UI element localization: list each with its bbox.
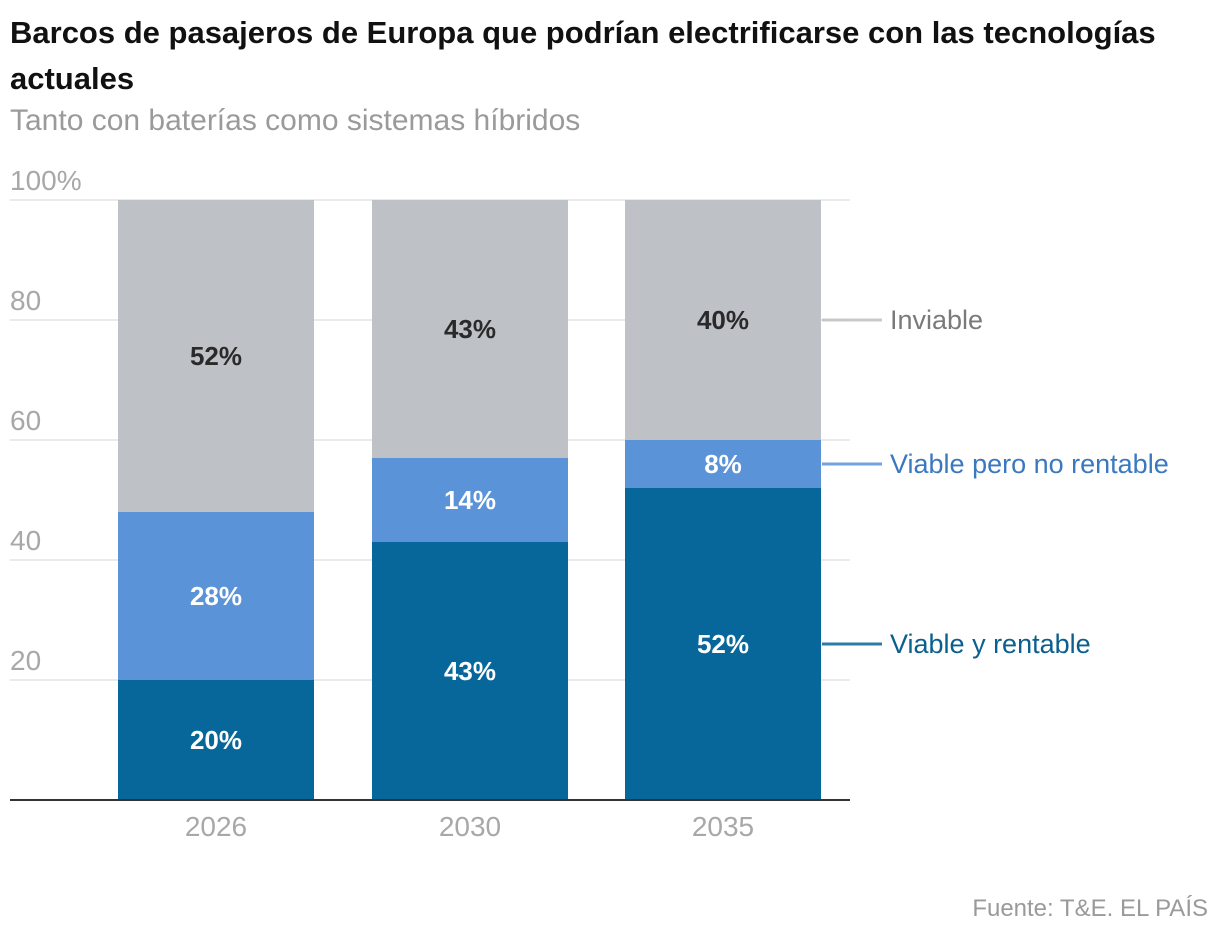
bar-segment xyxy=(625,488,821,800)
bar-segment xyxy=(118,680,314,800)
data-label: 8% xyxy=(704,449,742,479)
legend-label: Inviable xyxy=(890,305,983,335)
x-tick-label: 2026 xyxy=(185,811,247,842)
chart-subtitle: Tanto con baterías como sistemas híbrido… xyxy=(10,104,581,137)
legend-label: Viable y rentable xyxy=(890,629,1091,659)
data-label: 43% xyxy=(444,314,496,344)
source-note: Fuente: T&E. EL PAÍS xyxy=(972,895,1208,922)
y-tick-label: 20 xyxy=(10,645,41,676)
y-tick-label: 40 xyxy=(10,525,41,556)
data-label: 14% xyxy=(444,485,496,515)
y-tick-label: 80 xyxy=(10,285,41,316)
data-label: 43% xyxy=(444,656,496,686)
data-label: 28% xyxy=(190,581,242,611)
legend-label: Viable pero no rentable xyxy=(890,449,1169,479)
bar-segment xyxy=(625,440,821,488)
data-label: 20% xyxy=(190,725,242,755)
chart-title: Barcos de pasajeros de Europa que podría… xyxy=(10,15,1156,96)
bar-segment xyxy=(372,542,568,800)
bar-segment xyxy=(118,200,314,512)
data-label: 52% xyxy=(697,629,749,659)
y-tick-label: 100% xyxy=(10,165,82,196)
y-tick-label: 60 xyxy=(10,405,41,436)
data-label: 52% xyxy=(190,341,242,371)
bar-segment xyxy=(118,512,314,680)
x-tick-label: 2035 xyxy=(692,811,754,842)
x-tick-label: 2030 xyxy=(439,811,501,842)
data-label: 40% xyxy=(697,305,749,335)
bar-segment xyxy=(372,200,568,458)
bar-segment xyxy=(372,458,568,542)
bar-segment xyxy=(625,200,821,440)
